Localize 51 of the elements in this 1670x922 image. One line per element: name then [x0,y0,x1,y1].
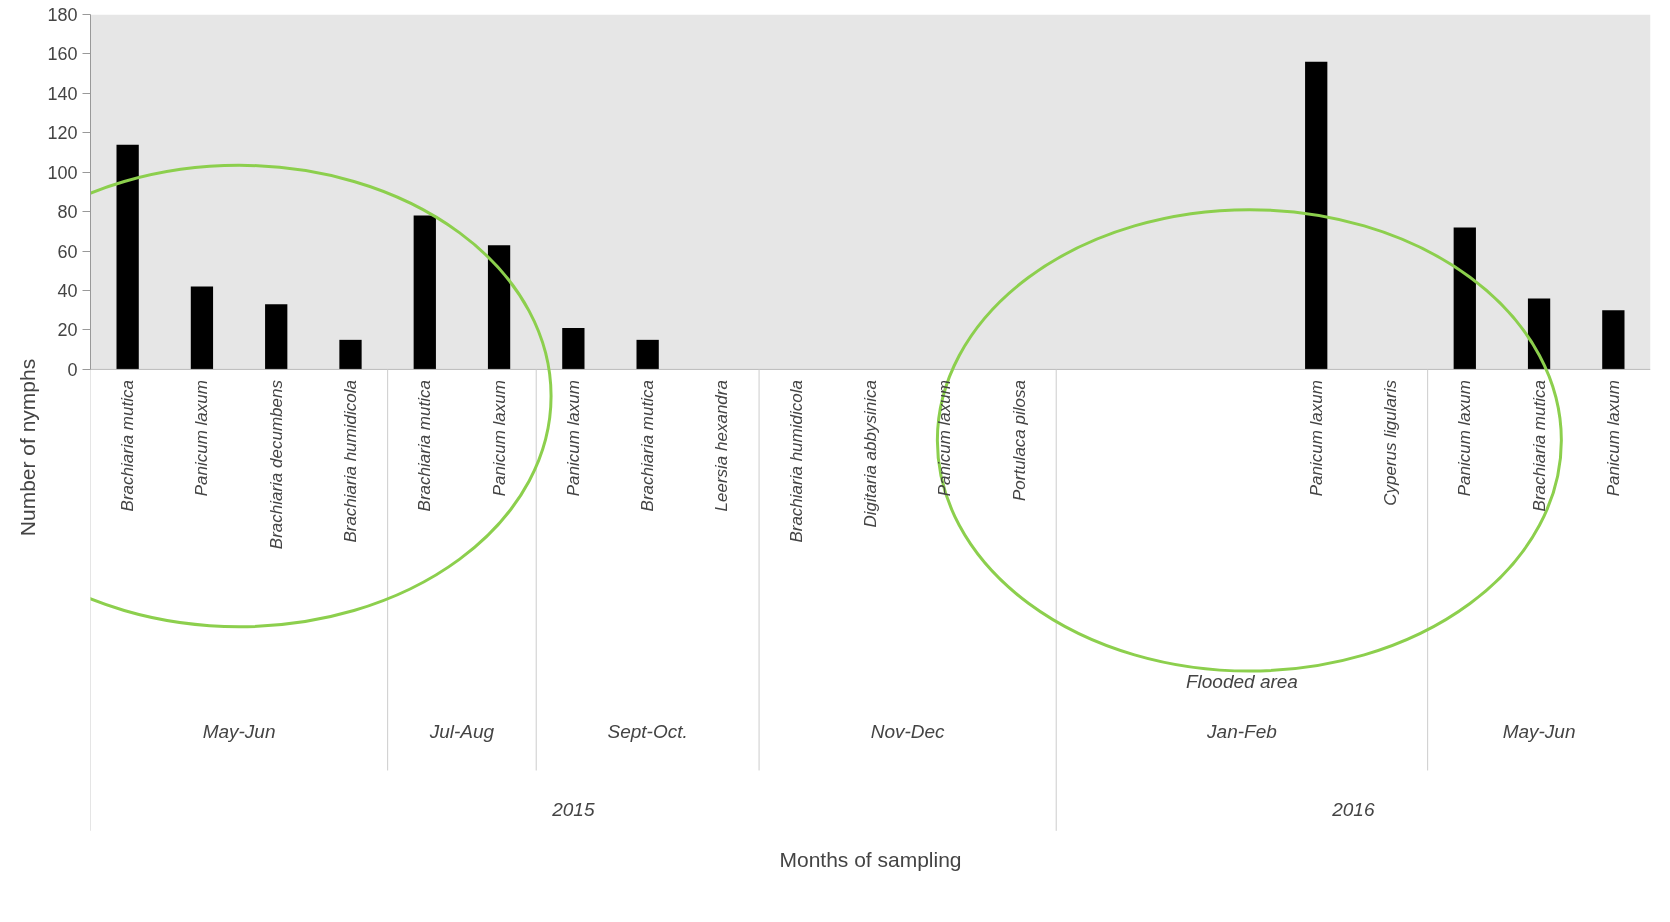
x-tick-label: Brachiaria decumbens [266,379,286,550]
bar [1527,298,1551,370]
x-tick-label: Brachiaria humidicola [786,380,806,543]
x-tick-label: Brachiaria mutica [1529,380,1549,512]
bar [1602,310,1625,370]
y-tick-label: 20 [57,320,78,341]
text: May-Jun [1502,720,1576,742]
x-tick-label: Digitaria abbysinica [861,380,880,528]
y-tick-label: 140 [47,83,78,104]
x-tick-label: Panicum laxum [1603,380,1623,497]
bar [487,245,511,370]
bar [1453,227,1476,370]
y-tick-label: 80 [57,202,78,223]
text: Nov-Dec [870,720,946,742]
bar [265,304,288,370]
x-tick-label: Brachiaria mutica [638,380,658,512]
text: Sept-Oct. [607,720,688,742]
y-tick-label: 100 [47,162,78,183]
x-tick-label: Panicum laxum [1306,380,1326,497]
x-tick-label: Brachiaria mutica [118,380,138,512]
text: Months of sampling [779,847,962,871]
x-tick-label: Panicum laxum [192,380,212,497]
y-tick-label: 60 [57,241,78,262]
bar [1305,61,1328,370]
text: Jan-Feb [1206,720,1277,742]
text: Jul-Aug [428,720,495,742]
x-tick-label: Cyperus ligularis [1381,379,1400,506]
x-tick-label: Panicum laxum [1455,380,1475,497]
y-tick-label: 120 [47,123,78,144]
x-tick-label: Brachiaria mutica [415,380,435,512]
y-tick-label: 0 [67,359,78,380]
y-tick-label: 40 [57,281,78,302]
y-axis-title: Number of nymphs [16,358,40,537]
bar [636,339,659,370]
bar [339,339,362,370]
x-tick-label: Leersia hexandra [712,380,732,512]
y-tick-label: 180 [47,5,78,25]
bar [190,286,214,370]
bar [562,328,585,370]
text: 2016 [1331,799,1375,821]
x-tick-label: Panicum laxum [935,380,955,497]
bar [413,215,436,370]
text: Flooded area [1185,671,1298,693]
y-tick-label: 160 [47,44,78,65]
x-tick-label: Brachiaria humidicola [341,380,360,543]
bar [116,144,139,370]
x-tick-label: Panicum laxum [489,380,509,497]
text: May-Jun [202,720,276,742]
x-tick-label: Panicum laxum [563,380,583,497]
text: 2015 [551,799,595,821]
x-tick-label: Portulaca pilosa [1009,380,1029,502]
